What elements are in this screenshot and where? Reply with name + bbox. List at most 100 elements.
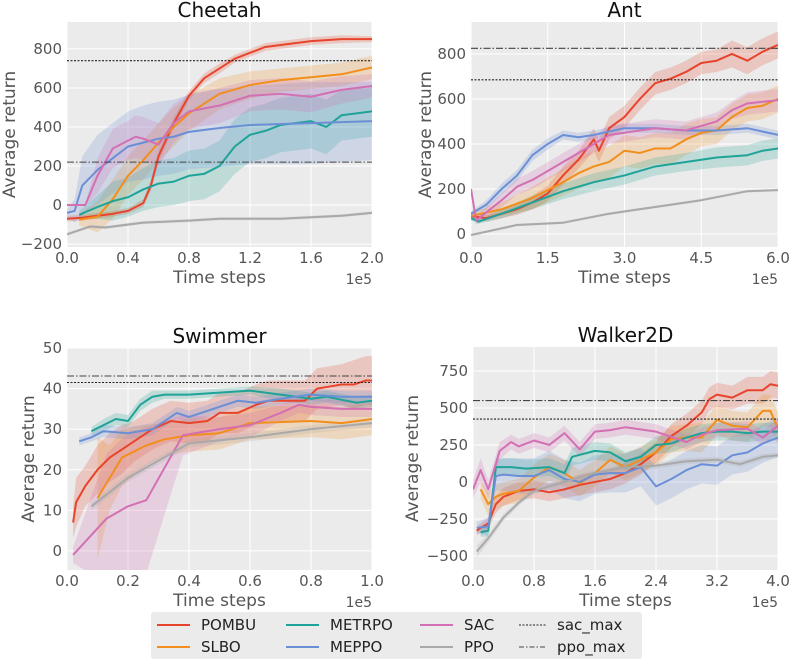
- x-tick-label: 0.8: [299, 572, 323, 590]
- line-ppo: [476, 454, 778, 553]
- legend-item-meppo: MEPPO: [286, 638, 382, 656]
- y-tick-label: 200: [33, 157, 62, 175]
- band-meppo: [67, 82, 372, 223]
- band-ppo: [476, 452, 778, 558]
- x-offset-label: 1e5: [346, 272, 372, 288]
- legend-label: MEPPO: [330, 638, 382, 656]
- x-tick-label: 4.0: [766, 572, 790, 590]
- plot-area: [471, 31, 778, 237]
- line-metrpo: [90, 389, 372, 433]
- plot-area: [67, 35, 372, 236]
- line-sac: [471, 99, 778, 222]
- band-metrpo: [91, 386, 372, 436]
- subplot-ant: 0.0 1.5 3.0 4.5 6.0 0 200 400 600 800 Ant Time step…: [416, 0, 790, 288]
- y-axis-label: Average return: [0, 71, 20, 198]
- y-tick-label: 250: [439, 436, 468, 454]
- legend-label: SLBO: [201, 638, 241, 656]
- x-tick-label: 3.0: [613, 249, 637, 267]
- legend-item-sac-max: sac_max: [519, 616, 623, 635]
- plot-background: [67, 22, 372, 247]
- x-tick-label: 3.2: [705, 572, 729, 590]
- y-tick-label: 10: [43, 501, 62, 519]
- band-pombu: [73, 356, 372, 539]
- y-tick-label: 600: [33, 79, 62, 97]
- x-tick-label: 1.0: [360, 572, 384, 590]
- line-pombu: [67, 38, 372, 220]
- x-tick-label: 0.4: [116, 249, 140, 267]
- subplot-title: Walker2D: [578, 323, 674, 347]
- band-pombu: [67, 35, 372, 222]
- x-tick-label: 0.8: [177, 249, 201, 267]
- line-ppo: [471, 189, 778, 237]
- y-tick-label: 0: [52, 196, 62, 214]
- band-sac: [67, 74, 372, 207]
- y-tick-label: 0: [458, 473, 468, 491]
- x-axis-label: Time steps: [577, 268, 671, 288]
- x-tick-label: 1.6: [299, 249, 323, 267]
- x-tick-label: 0.6: [238, 572, 262, 590]
- y-tick-label: 800: [437, 45, 466, 63]
- x-offset-label: 1e5: [752, 595, 778, 611]
- plot-background: [67, 348, 372, 570]
- x-tick-label: 0.0: [461, 572, 485, 590]
- subplot-title: Swimmer: [172, 324, 267, 348]
- band-pombu: [471, 31, 778, 222]
- band-meppo: [471, 123, 778, 216]
- y-axis-label: Average return: [19, 395, 39, 522]
- subplot-walker2d: 0.0 0.8 1.6 2.4 3.2 4.0 −500 −250 0 250 500 750 Walk…: [403, 323, 790, 611]
- band-sac: [471, 88, 778, 225]
- y-tick-label: 0: [456, 225, 466, 243]
- x-tick-label: 2.0: [360, 249, 384, 267]
- band-meppo: [79, 388, 372, 446]
- line-slbo: [471, 98, 778, 217]
- y-axis-label: Average return: [416, 71, 436, 198]
- line-slbo: [79, 66, 372, 221]
- legend-item-slbo: SLBO: [157, 638, 241, 656]
- legend: POMBU SLBO METRPO MEPPO SAC PPO sac_max ppo_max: [151, 612, 642, 659]
- x-axis-label: Time steps: [172, 268, 266, 288]
- legend-item-ppo: PPO: [420, 638, 494, 656]
- x-tick-label: 0.0: [459, 249, 483, 267]
- y-axis-label: Average return: [403, 395, 423, 522]
- legend-label: sac_max: [557, 616, 623, 635]
- subplot-cheetah: 0.0 0.4 0.8 1.2 1.6 2.0 −200 0 200 400 600 800 Cheet…: [0, 0, 384, 288]
- legend-label: POMBU: [201, 616, 256, 634]
- line-ppo: [67, 211, 372, 236]
- band-slbo: [97, 402, 372, 560]
- y-tick-label: 20: [43, 461, 62, 479]
- legend-item-ppo-max: ppo_max: [519, 638, 626, 657]
- y-tick-label: 400: [437, 135, 466, 153]
- line-sac: [72, 403, 372, 556]
- line-ppo: [90, 422, 372, 508]
- x-axis-label: Time steps: [172, 591, 266, 611]
- y-tick-label: 200: [437, 180, 466, 198]
- band-metrpo: [79, 86, 372, 221]
- legend-item-sac: SAC: [420, 616, 494, 634]
- x-axis-label: Time steps: [578, 591, 672, 611]
- legend-label: METRPO: [330, 616, 393, 634]
- legend-item-metrpo: METRPO: [286, 616, 393, 634]
- x-tick-label: 2.4: [644, 572, 668, 590]
- x-tick-label: 0.0: [55, 249, 79, 267]
- legend-item-pombu: POMBU: [157, 616, 256, 634]
- y-tick-label: −250: [427, 510, 468, 528]
- line-meppo: [78, 393, 372, 443]
- x-tick-label: 1.2: [238, 249, 262, 267]
- x-tick-label: 0.0: [55, 572, 79, 590]
- x-tick-label: 6.0: [766, 249, 790, 267]
- x-tick-label: 0.4: [177, 572, 201, 590]
- band-metrpo: [480, 422, 778, 537]
- subplot-title: Ant: [607, 0, 641, 22]
- y-tick-label: 30: [43, 420, 62, 438]
- band-slbo: [480, 394, 778, 516]
- y-tick-label: 0: [52, 542, 62, 560]
- subplot-swimmer: 0.0 0.2 0.4 0.6 0.8 1.0 0 10 20 30 40 50 Swimmer Time…: [19, 324, 384, 611]
- subplot-title: Cheetah: [177, 0, 261, 22]
- x-tick-label: 0.8: [522, 572, 546, 590]
- y-tick-label: −200: [21, 235, 62, 253]
- line-sac: [473, 424, 778, 491]
- y-tick-label: 50: [43, 339, 62, 357]
- x-offset-label: 1e5: [752, 272, 778, 288]
- legend-label: SAC: [464, 616, 494, 634]
